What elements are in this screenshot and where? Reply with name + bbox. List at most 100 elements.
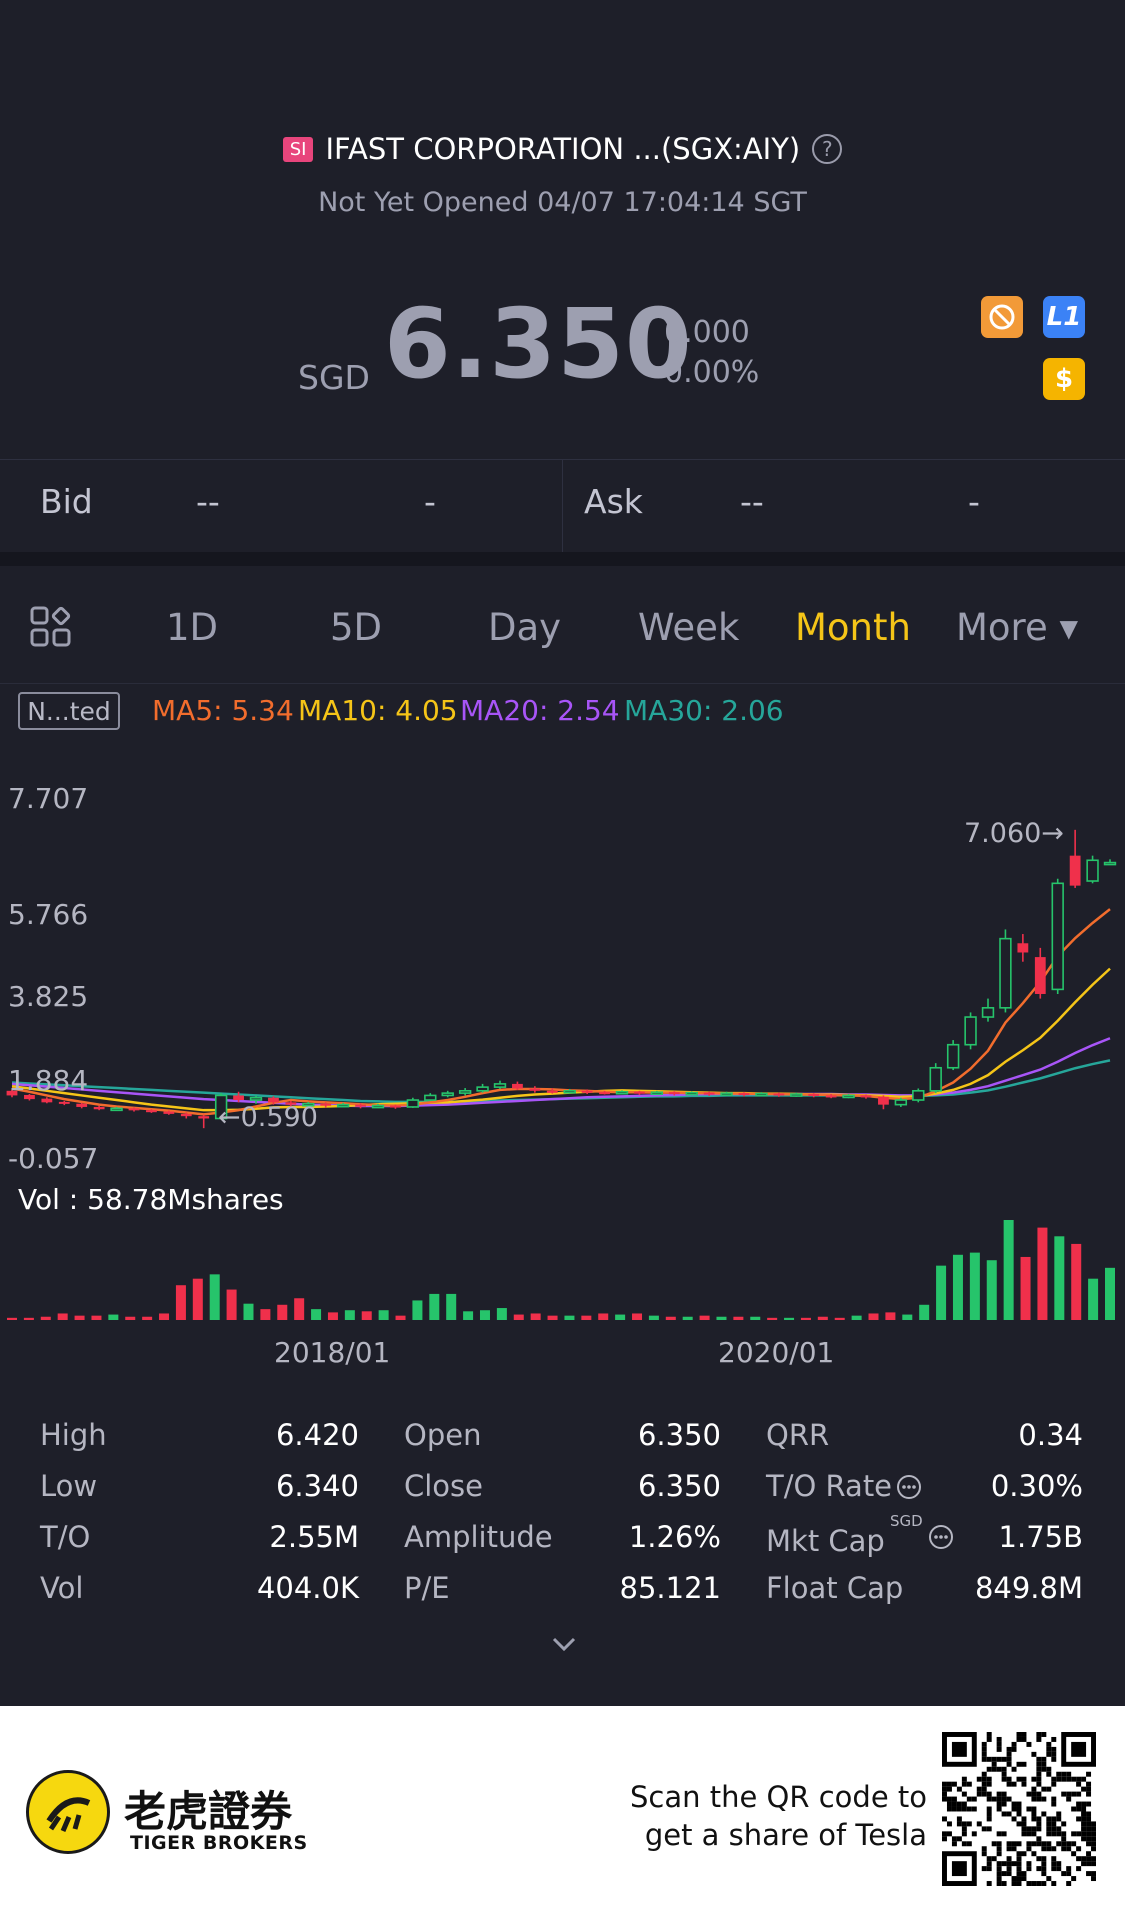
qr-module xyxy=(1046,1846,1052,1852)
volume-bar xyxy=(632,1313,643,1320)
qr-module xyxy=(986,1756,992,1762)
qr-module xyxy=(1001,1796,1007,1802)
price-chart[interactable]: 7.060→ ←0.590 xyxy=(0,780,1125,1170)
volume-bar xyxy=(1020,1256,1031,1320)
brand-name-cn: 老虎證券 xyxy=(124,1787,293,1836)
candle-body xyxy=(214,1094,228,1120)
qr-module xyxy=(1091,1826,1096,1832)
qr-module xyxy=(1026,1806,1032,1812)
qr-module xyxy=(1051,1826,1057,1832)
qr-module xyxy=(1051,1796,1057,1802)
qr-module xyxy=(1016,1776,1022,1782)
qr-module xyxy=(951,1841,957,1847)
qr-module xyxy=(1036,1761,1042,1767)
adjustment-toggle[interactable]: N...ted xyxy=(18,692,120,730)
volume-bar xyxy=(57,1313,68,1320)
volume-bar xyxy=(530,1313,541,1320)
qr-module xyxy=(1011,1846,1017,1852)
volume-bar xyxy=(243,1303,254,1320)
level1-icon[interactable]: L1 xyxy=(1043,296,1085,338)
tab-day[interactable]: Day xyxy=(488,606,562,649)
more-info-icon[interactable] xyxy=(896,1474,922,1500)
stock-title[interactable]: IFAST CORPORATION ...(SGX:AIY) xyxy=(325,132,801,166)
more-info-icon[interactable] xyxy=(928,1524,954,1550)
volume-bar xyxy=(682,1316,693,1320)
qr-module xyxy=(1011,1881,1017,1886)
no-short-icon[interactable] xyxy=(981,296,1023,338)
tab-more[interactable]: More ▾ xyxy=(956,606,1079,649)
volume-bar xyxy=(851,1315,862,1320)
stat-value: 849.8M xyxy=(974,1571,1083,1605)
volume-bar xyxy=(1105,1267,1115,1320)
qr-module xyxy=(1086,1816,1092,1822)
qr-module xyxy=(961,1776,967,1782)
volume-bar xyxy=(294,1298,305,1320)
qr-module xyxy=(1086,1781,1092,1787)
volume-chart[interactable] xyxy=(0,1212,1125,1324)
period-tabs: 1D 5D Day Week Month More ▾ xyxy=(0,566,1125,684)
tab-5d[interactable]: 5D xyxy=(330,606,383,649)
candle-body xyxy=(1086,859,1099,882)
qr-module xyxy=(971,1806,977,1812)
stock-title-bar: SI IFAST CORPORATION ...(SGX:AIY) ? xyxy=(0,132,1125,166)
y-tick-label: 1.884 xyxy=(8,1064,89,1097)
candle-body xyxy=(912,1090,925,1101)
qr-module xyxy=(1021,1732,1027,1737)
candle-body xyxy=(981,1007,995,1018)
candle-body xyxy=(285,1102,297,1105)
qr-module xyxy=(1026,1741,1032,1747)
qr-module xyxy=(1011,1801,1017,1807)
qr-module xyxy=(1071,1776,1077,1782)
tab-month[interactable]: Month xyxy=(795,606,911,649)
candle-body xyxy=(268,1097,279,1103)
y-tick-label: 7.707 xyxy=(8,782,89,815)
help-icon[interactable]: ? xyxy=(812,134,843,164)
qr-module xyxy=(1051,1751,1057,1757)
qr-module xyxy=(1036,1776,1042,1782)
qr-module xyxy=(951,1806,957,1812)
qr-module xyxy=(1006,1761,1012,1767)
volume-bar xyxy=(142,1316,153,1320)
dollar-icon[interactable]: $ xyxy=(1043,358,1085,400)
candle-body xyxy=(1051,882,1064,991)
qr-module xyxy=(1041,1811,1047,1817)
indicator-grid-icon[interactable] xyxy=(30,606,72,648)
price-change-pct: 0.00% xyxy=(664,355,760,390)
qr-module xyxy=(996,1871,1002,1877)
volume-bar xyxy=(784,1317,795,1320)
qr-module xyxy=(1056,1841,1062,1847)
qr-module xyxy=(1046,1841,1052,1847)
chevron-down-icon[interactable] xyxy=(548,1632,580,1656)
volume-bar xyxy=(226,1289,237,1320)
qr-module xyxy=(1001,1831,1007,1837)
candle-body xyxy=(615,1090,629,1095)
qr-module xyxy=(1086,1771,1092,1777)
qr-module xyxy=(1011,1861,1017,1867)
ask-price: -- xyxy=(740,482,764,521)
qr-module xyxy=(986,1732,992,1737)
qr-module xyxy=(1046,1771,1052,1777)
candle-body xyxy=(146,1110,157,1113)
candle-body xyxy=(878,1096,889,1105)
qr-module xyxy=(981,1786,987,1792)
qr-module xyxy=(942,1781,947,1787)
qr-module xyxy=(961,1791,967,1797)
qr-module xyxy=(1066,1881,1072,1886)
tab-1d[interactable]: 1D xyxy=(166,606,219,649)
qr-module xyxy=(1031,1826,1037,1832)
qr-module xyxy=(1076,1831,1082,1837)
qr-module xyxy=(966,1806,972,1812)
qr-module xyxy=(986,1776,992,1782)
qr-module xyxy=(1056,1771,1062,1777)
volume-bar xyxy=(598,1313,609,1320)
qr-module xyxy=(1006,1856,1012,1862)
qr-module xyxy=(996,1801,1002,1807)
qr-module xyxy=(1076,1781,1082,1787)
volume-bar xyxy=(817,1316,828,1320)
qr-module xyxy=(991,1756,997,1762)
qr-module xyxy=(1086,1851,1092,1857)
candle-body xyxy=(424,1094,437,1101)
tab-week[interactable]: Week xyxy=(638,606,740,649)
volume-bar xyxy=(412,1300,423,1320)
qr-module xyxy=(981,1826,987,1832)
